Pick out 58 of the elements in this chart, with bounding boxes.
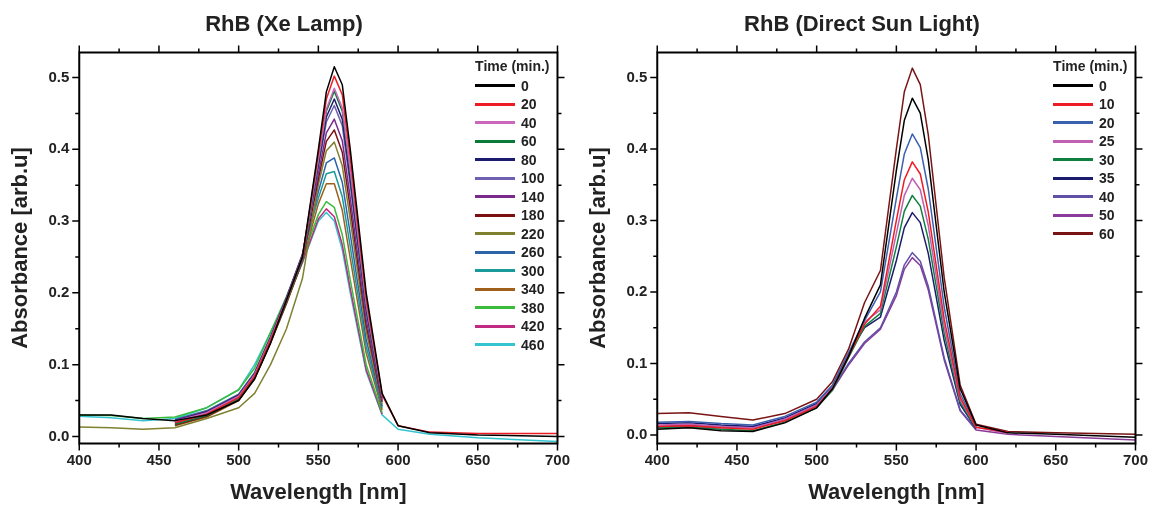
x-axis-title: Wavelength [nm] — [230, 478, 407, 504]
x-tick-label: 650 — [1043, 450, 1069, 468]
chart-title: RhB (Direct Sun Light) — [744, 11, 980, 37]
legend-label: 460 — [521, 336, 545, 353]
x-tick-label: 450 — [146, 450, 172, 468]
x-tick-label: 500 — [226, 450, 252, 468]
y-tick-label: 0.2 — [48, 283, 70, 300]
x-tick-label: 400 — [66, 450, 92, 468]
legend-label: 100 — [521, 170, 545, 187]
x-tick-label: 550 — [305, 450, 331, 468]
legend-label: 380 — [521, 299, 545, 316]
legend-label: 60 — [521, 133, 537, 150]
chart-title: RhB (Xe Lamp) — [205, 11, 363, 37]
y-axis-title: Absorbance [arb.u] — [585, 147, 611, 349]
legend-label: 80 — [521, 151, 537, 168]
x-axis-title: Wavelength [nm] — [808, 478, 985, 504]
legend-label: 20 — [521, 96, 537, 113]
legend-label: 300 — [521, 262, 545, 279]
x-tick-label: 700 — [1122, 450, 1148, 468]
y-tick-label: 0.2 — [626, 282, 648, 300]
legend-label: 180 — [521, 207, 545, 224]
y-tick-label: 0.4 — [48, 139, 70, 157]
legend-label: 40 — [521, 114, 537, 131]
x-tick-label: 500 — [804, 450, 830, 468]
legend-label: 35 — [1099, 170, 1115, 187]
legend-label: 140 — [521, 188, 545, 205]
y-tick-label: 0.0 — [48, 426, 70, 444]
x-tick-label: 450 — [724, 450, 750, 468]
y-tick-label: 0.3 — [48, 211, 70, 229]
y-tick-label: 0.4 — [626, 139, 648, 157]
legend-label: 60 — [1099, 225, 1115, 242]
legend-title: Time (min.) — [1053, 58, 1128, 75]
y-tick-label: 0.1 — [48, 354, 70, 372]
y-tick-label: 0.5 — [626, 67, 648, 85]
legend-label: 260 — [521, 244, 545, 261]
legend-title: Time (min.) — [475, 58, 550, 75]
legend-label: 30 — [1099, 151, 1115, 168]
y-axis-title: Absorbance [arb.u] — [7, 147, 33, 349]
legend-label: 20 — [1099, 114, 1115, 131]
x-tick-label: 400 — [644, 450, 670, 468]
legend-label: 0 — [521, 77, 529, 94]
y-tick-label: 0.1 — [626, 353, 648, 371]
legend-label: 420 — [521, 318, 545, 335]
x-tick-label: 700 — [544, 450, 570, 468]
legend-label: 50 — [1099, 207, 1115, 224]
legend-label: 220 — [521, 225, 545, 242]
legend-label: 10 — [1099, 96, 1115, 113]
y-tick-label: 0.0 — [626, 425, 648, 443]
x-tick-label: 600 — [963, 450, 989, 468]
x-tick-label: 600 — [385, 450, 411, 468]
y-tick-label: 0.5 — [48, 67, 70, 85]
legend-label: 0 — [1099, 77, 1107, 94]
x-tick-label: 550 — [883, 450, 909, 468]
legend-label: 340 — [521, 281, 545, 298]
x-tick-label: 650 — [465, 450, 491, 468]
legend-label: 25 — [1099, 133, 1115, 150]
y-tick-label: 0.3 — [626, 210, 648, 228]
legend-label: 40 — [1099, 188, 1115, 205]
